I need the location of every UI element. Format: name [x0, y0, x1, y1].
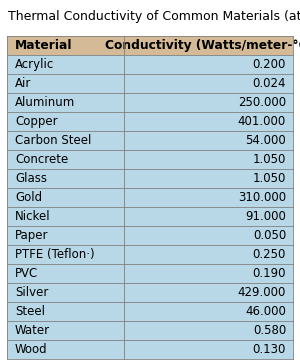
- Text: 429.000: 429.000: [238, 286, 286, 299]
- Bar: [124, 321, 293, 340]
- Bar: [124, 340, 293, 359]
- Text: Nickel: Nickel: [15, 210, 51, 223]
- Text: Thermal Conductivity of Common Materials (at 25º C): Thermal Conductivity of Common Materials…: [8, 10, 300, 23]
- Text: 0.250: 0.250: [253, 248, 286, 261]
- Bar: [7, 55, 124, 74]
- Bar: [7, 93, 124, 112]
- Text: 1.050: 1.050: [253, 172, 286, 185]
- Bar: [7, 169, 124, 188]
- Text: 91.000: 91.000: [245, 210, 286, 223]
- Bar: [124, 245, 293, 264]
- Bar: [124, 36, 293, 55]
- Text: 0.200: 0.200: [253, 58, 286, 71]
- Bar: [7, 226, 124, 245]
- Bar: [124, 283, 293, 302]
- Bar: [7, 321, 124, 340]
- Bar: [124, 169, 293, 188]
- Text: 0.024: 0.024: [253, 77, 286, 90]
- Text: Glass: Glass: [15, 172, 47, 185]
- Text: PVC: PVC: [15, 267, 38, 280]
- Text: 0.050: 0.050: [253, 229, 286, 242]
- Text: 54.000: 54.000: [245, 134, 286, 147]
- Bar: [124, 74, 293, 93]
- Bar: [7, 36, 124, 55]
- Text: Silver: Silver: [15, 286, 48, 299]
- Text: Carbon Steel: Carbon Steel: [15, 134, 92, 147]
- Text: Water: Water: [15, 324, 50, 337]
- Text: 250.000: 250.000: [238, 96, 286, 109]
- Text: PTFE (Teflon·): PTFE (Teflon·): [15, 248, 94, 261]
- Bar: [7, 74, 124, 93]
- Bar: [7, 131, 124, 150]
- Bar: [7, 207, 124, 226]
- Text: 1.050: 1.050: [253, 153, 286, 166]
- Text: Air: Air: [15, 77, 31, 90]
- Bar: [124, 302, 293, 321]
- Bar: [124, 150, 293, 169]
- Bar: [7, 245, 124, 264]
- Bar: [7, 112, 124, 131]
- Text: 0.130: 0.130: [253, 343, 286, 356]
- Text: Gold: Gold: [15, 191, 42, 204]
- Bar: [124, 188, 293, 207]
- Text: 0.190: 0.190: [253, 267, 286, 280]
- Text: 310.000: 310.000: [238, 191, 286, 204]
- Bar: [124, 131, 293, 150]
- Bar: [124, 264, 293, 283]
- Text: Copper: Copper: [15, 115, 58, 128]
- Bar: [7, 283, 124, 302]
- Text: 401.000: 401.000: [238, 115, 286, 128]
- Text: Steel: Steel: [15, 305, 45, 318]
- Bar: [7, 150, 124, 169]
- Bar: [124, 55, 293, 74]
- Bar: [7, 340, 124, 359]
- Text: 46.000: 46.000: [245, 305, 286, 318]
- Bar: [7, 302, 124, 321]
- Text: Concrete: Concrete: [15, 153, 68, 166]
- Text: Wood: Wood: [15, 343, 48, 356]
- Bar: [7, 188, 124, 207]
- Text: Material: Material: [15, 39, 73, 52]
- Bar: [7, 264, 124, 283]
- Text: Paper: Paper: [15, 229, 49, 242]
- Text: Conductivity (Watts/meter-°C): Conductivity (Watts/meter-°C): [105, 39, 300, 52]
- Bar: [124, 112, 293, 131]
- Bar: [124, 207, 293, 226]
- Text: Aluminum: Aluminum: [15, 96, 75, 109]
- Text: 0.580: 0.580: [253, 324, 286, 337]
- Bar: [124, 93, 293, 112]
- Text: Acrylic: Acrylic: [15, 58, 54, 71]
- Bar: [124, 226, 293, 245]
